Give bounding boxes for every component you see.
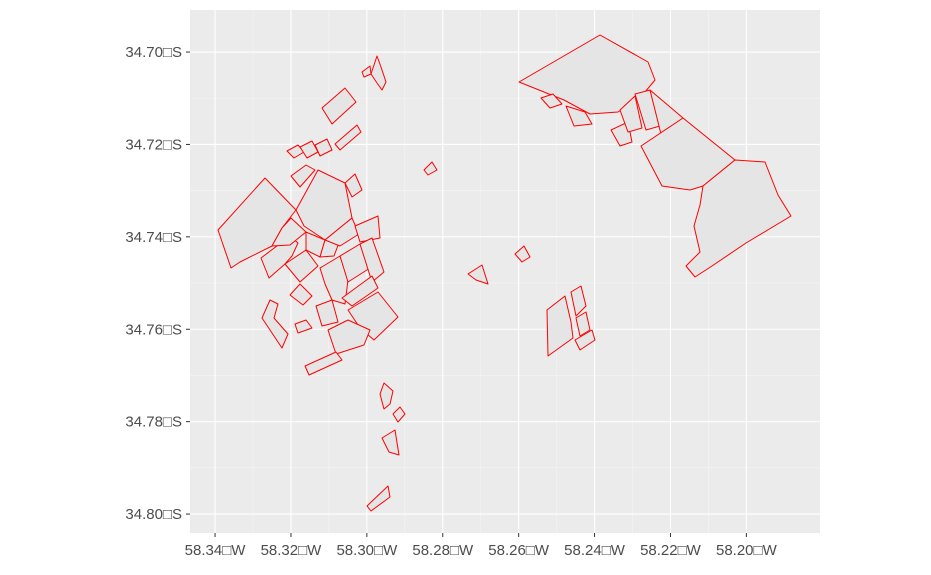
plot-panel [190, 10, 820, 533]
parcel-polygon [261, 299, 289, 349]
parcel-polygon [290, 164, 316, 188]
parcel-polygon [344, 173, 363, 198]
y-tick-label: 34.70□S [125, 44, 182, 61]
y-tick-label: 34.74□S [125, 229, 182, 246]
x-tick-label: 58.30□W [336, 542, 398, 559]
y-tick-label: 34.76□S [125, 321, 182, 338]
parcel-polygon [379, 382, 394, 410]
parcel-polygon [284, 249, 319, 283]
parcel-polygon [314, 138, 333, 157]
parcel-polygon [294, 319, 313, 334]
parcel-polygon [289, 283, 313, 306]
x-tick-label: 58.34□W [185, 542, 247, 559]
parcel-polygon [540, 93, 563, 109]
parcel-polygon [381, 429, 400, 456]
parcel-polygon [327, 319, 371, 355]
parcel-polygon [574, 329, 596, 351]
x-tick-label: 58.32□W [261, 542, 323, 559]
parcel-polygon [565, 105, 593, 127]
parcel-polygon [619, 95, 643, 133]
parcel-polygon [321, 87, 357, 125]
parcel-polygon [354, 215, 381, 243]
parcel-polygon [514, 245, 531, 263]
x-tick-label: 58.28□W [412, 542, 474, 559]
x-tick-label: 58.26□W [488, 542, 550, 559]
parcel-polygon [570, 285, 587, 317]
parcel-polygon [271, 217, 307, 247]
parcel-polygon [304, 351, 343, 376]
x-tick-label: 58.22□W [640, 542, 702, 559]
parcel-polygon [392, 406, 406, 423]
parcel-polygon [359, 237, 385, 283]
parcel-polygon [370, 55, 387, 91]
x-tick-label: 58.20□W [716, 542, 778, 559]
parcel-polygon [334, 124, 362, 151]
x-tick-label: 58.24□W [564, 542, 626, 559]
parcel-polygon [467, 264, 489, 285]
parcel-polygon [685, 159, 792, 278]
axes: 58.34□W 58.32□W 58.30□W 58.28□W 58.26□W 58.24… [125, 44, 777, 559]
parcel-polygons [217, 34, 792, 512]
parcel-polygon [341, 275, 379, 307]
parcel-polygon [366, 485, 391, 512]
parcel-polygon [546, 295, 574, 357]
y-tick-label: 34.72□S [125, 136, 182, 153]
y-tick-label: 34.80□S [125, 506, 182, 523]
parcel-polygon [315, 299, 339, 327]
y-tick-label: 34.78□S [125, 414, 182, 431]
parcel-polygon [575, 311, 591, 337]
parcel-polygon [423, 161, 438, 176]
